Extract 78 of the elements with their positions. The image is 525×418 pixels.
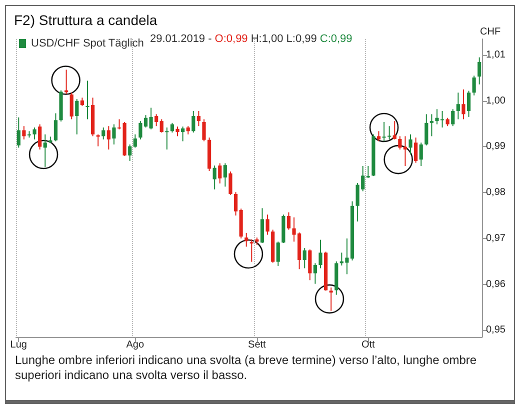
- candlestick: [75, 98, 79, 135]
- candlestick: [466, 90, 471, 118]
- candlestick: [451, 108, 455, 127]
- candlestick: [192, 110, 196, 134]
- candlestick: [170, 122, 174, 134]
- candlestick: [260, 208, 264, 244]
- candlestick: [54, 112, 58, 142]
- candlestick: [244, 232, 248, 248]
- candlestick: [223, 162, 227, 188]
- candlestick: [128, 144, 132, 162]
- candlestick: [176, 126, 180, 137]
- annotation: H:1,00 L:0,99: [250, 33, 317, 45]
- candlestick: [250, 238, 254, 262]
- x-tick-label: Lug: [10, 340, 27, 350]
- y-tick-label: 0,95: [486, 324, 506, 336]
- candlestick: [329, 286, 333, 312]
- candlestick: [478, 56, 482, 85]
- annotation: C:0,99: [320, 33, 352, 45]
- candlestick: [286, 212, 291, 230]
- candlestick: [462, 88, 466, 120]
- candlestick: [392, 120, 396, 140]
- y-tick-label: 0,99: [486, 141, 506, 152]
- candlestick: [218, 162, 222, 184]
- x-tick-label: Ago: [126, 340, 144, 350]
- x-tick-label: Ott: [361, 340, 376, 350]
- y-tick-label: 1,00: [486, 95, 506, 106]
- y-axis-title: CHF: [480, 26, 501, 38]
- candlestick: [302, 248, 306, 269]
- candlestick: [430, 114, 434, 137]
- candlestick: [456, 92, 460, 120]
- candlestick: [414, 137, 418, 164]
- candlestick: [86, 80, 90, 120]
- candlestick: [43, 134, 47, 168]
- chart-title: F2) Struttura a candela: [14, 12, 158, 28]
- candlestick: [266, 214, 270, 236]
- candlestick: [154, 114, 158, 127]
- candlestick: [160, 118, 164, 134]
- candlestick: [112, 124, 116, 145]
- candlestick: [472, 75, 476, 96]
- candlestick: [398, 136, 402, 150]
- x-tick-label: Sett: [248, 340, 266, 350]
- candlestick: [382, 121, 386, 142]
- candlestick: [408, 134, 412, 156]
- annotation: O:0,99: [214, 33, 248, 45]
- candlestick: [403, 136, 408, 166]
- candlestick: [196, 110, 200, 127]
- candlestick: [133, 134, 137, 148]
- candlestick: [388, 126, 392, 140]
- annotation: 29.01.2019 -: [150, 33, 212, 45]
- candlestick: [376, 130, 381, 142]
- candlestick: [138, 120, 142, 140]
- candlestick: [313, 262, 317, 284]
- candlestick: [212, 165, 216, 190]
- candlestick: [181, 126, 185, 142]
- candlestick: [366, 165, 370, 178]
- y-tick-label: 1,01: [486, 50, 506, 61]
- candlestick: [228, 170, 232, 196]
- candlestick: [234, 192, 238, 216]
- candlestick: [202, 118, 206, 142]
- candlestick: [276, 241, 280, 266]
- candlestick: [16, 116, 20, 148]
- candlestick: [102, 126, 106, 140]
- candlestick: [308, 248, 312, 281]
- y-tick-label: 0,98: [486, 187, 506, 198]
- y-tick-label: 0,96: [486, 278, 506, 290]
- text: Lunghe ombre inferiori indicano una svolta (a breve termine) verso l’alto, lunghe ombre superiori indicano una svolta verso il basso.: [15, 353, 478, 383]
- candlestick: [22, 126, 26, 140]
- legend-label: USD/CHF Spot Täglich: [31, 38, 144, 50]
- candlestick: [165, 126, 169, 150]
- candlestick: [117, 118, 122, 130]
- candlestick: [32, 126, 36, 140]
- candlestick: [318, 239, 322, 269]
- y-tick-label: 0,97: [486, 232, 506, 244]
- candlestick: [70, 92, 74, 120]
- candlestick: [38, 124, 42, 150]
- candlestick: [106, 126, 110, 150]
- candlestick: [424, 114, 428, 146]
- candlestick: [419, 142, 423, 166]
